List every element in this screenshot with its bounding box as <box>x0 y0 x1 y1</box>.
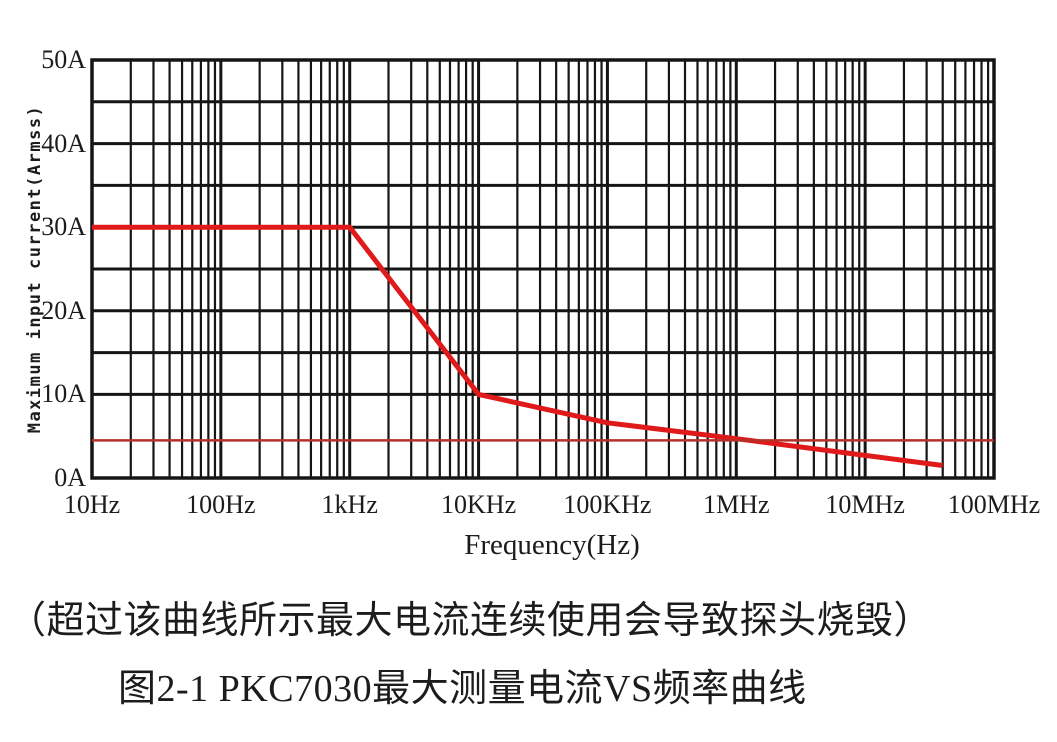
x-axis-title: Frequency(Hz) <box>464 529 640 561</box>
y-tick-label: 0A <box>54 463 86 492</box>
y-tick-label: 10A <box>41 379 86 409</box>
max-measurable-current-curve <box>92 224 944 468</box>
warning-caption: （超过该曲线所示最大电流连续使用会导致探头烧毁） <box>8 600 933 642</box>
plot-border <box>90 58 996 480</box>
y-axis-title: Maximum input current(Armss) <box>25 104 45 434</box>
x-tick-label: 10MHz <box>825 490 905 519</box>
x-tick-label: 100Hz <box>186 490 256 519</box>
y-tick-label: 50A <box>41 45 86 74</box>
y-tick-label: 40A <box>41 128 86 158</box>
x-tick-label: 10Hz <box>63 490 121 519</box>
x-tick-label: 10KHz <box>441 490 517 519</box>
y-tick-label: 30A <box>41 212 86 242</box>
x-tick-label: 100KHz <box>563 490 652 519</box>
x-tick-label: 1kHz <box>321 490 378 519</box>
x-tick-label: 100MHz <box>947 490 1041 519</box>
figure-caption: 图2-1 PKC7030最大测量电流VS频率曲线 <box>118 668 807 710</box>
y-tick-label: 20A <box>41 295 86 325</box>
chart-canvas <box>90 58 996 480</box>
x-tick-label: 1MHz <box>703 490 770 519</box>
